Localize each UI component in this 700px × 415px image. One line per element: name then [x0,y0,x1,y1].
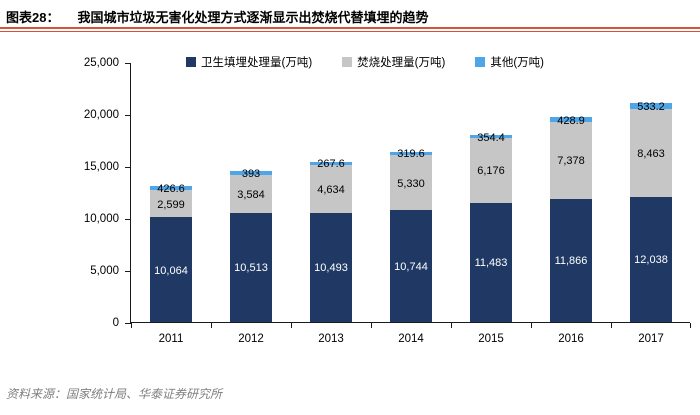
bar-segment-series0-2014 [390,210,432,322]
bar-value-label: 11,483 [474,257,508,270]
figure-header: 图表28： 我国城市垃圾无害化处理方式逐渐显示出焚烧代替填埋的趋势 [6,7,694,26]
bar-value-label: 267.6 [317,158,345,171]
x-axis-category-label: 2013 [318,333,344,345]
y-axis-tick-label: 20,000 [83,109,119,121]
x-axis-tick [211,323,212,328]
y-axis-tick [125,322,131,324]
bar-segment-series1-2014 [390,154,432,211]
bar-segment-series1-2016 [550,121,592,199]
figure-number-label: 图表28： [6,10,60,25]
bar-segment-series2-2014 [390,151,432,155]
x-axis-category-label: 2012 [238,333,264,345]
y-axis-tick-label: 0 [112,317,119,329]
bar-value-label: 319.6 [397,148,425,161]
bar-segment-series1-2017 [630,108,672,197]
bar-segment-series0-2012 [230,212,272,322]
bar-value-label: 8,463 [637,147,665,160]
bar-value-label: 10,744 [394,261,428,274]
x-axis-category-label: 2011 [158,333,184,345]
bar-segment-series2-2012 [230,171,272,176]
bar-value-label: 533.2 [637,101,665,114]
bar-value-label: 10,493 [314,262,348,275]
legend-label: 其他(万吨) [490,57,544,69]
bar-value-label: 10,064 [154,264,188,277]
x-axis-tick [131,323,132,328]
bar-value-label: 426.6 [157,183,185,196]
bar-segment-series0-2016 [550,198,592,322]
legend-item-1: 焚烧处理量(万吨) [342,54,445,70]
bar-segment-series0-2013 [310,212,352,322]
chart-legend: 卫生填埋处理量(万吨) 焚烧处理量(万吨) 其他(万吨) [115,54,615,70]
y-axis-tick [125,270,131,272]
bar-value-label: 12,038 [634,254,668,267]
bar-value-label: 6,176 [477,165,505,178]
y-axis-tick-label: 5,000 [90,265,119,277]
y-axis-tick [125,114,131,116]
bar-segment-series0-2011 [150,217,192,322]
x-axis-category-label: 2017 [638,333,664,345]
legend-item-0: 卫生填埋处理量(万吨) [185,54,313,70]
x-axis-category-label: 2016 [558,333,584,345]
x-axis-tick [531,323,532,328]
bar-segment-series2-2015 [470,134,512,139]
bar-segment-series2-2016 [550,117,592,122]
y-axis-tick [125,62,131,64]
x-axis-category-label: 2015 [478,333,504,345]
legend-label: 焚烧处理量(万吨) [357,57,446,69]
bar-segment-series0-2015 [470,202,512,322]
bar-segment-series2-2013 [310,161,352,165]
y-axis-tick-label: 10,000 [83,213,119,225]
x-axis-tick [451,323,452,328]
legend-label: 卫生填埋处理量(万吨) [200,57,313,69]
bar-value-label: 11,866 [554,255,588,268]
y-axis-tick-label: 15,000 [83,161,119,173]
bar-value-label: 2,599 [157,198,185,211]
legend-swatch-icon [342,57,353,67]
bar-segment-series1-2011 [150,190,192,218]
y-axis-tick [125,166,131,168]
bar-value-label: 5,330 [397,177,425,190]
x-axis-tick [611,323,612,328]
y-axis-tick [125,218,131,220]
bar-value-label: 3,584 [237,189,265,202]
x-axis-tick [690,323,691,328]
x-axis-tick [371,323,372,328]
bar-value-label: 428.9 [557,114,585,127]
bar-value-label: 393 [241,168,261,181]
bar-value-label: 354.4 [477,131,505,144]
legend-swatch-icon [475,57,486,67]
bar-segment-series0-2017 [630,196,672,322]
bar-segment-series2-2011 [150,185,192,191]
title-rule-thin [0,31,700,32]
bar-segment-series2-2017 [630,103,672,109]
title-rule-thick [0,27,700,29]
figure-title: 我国城市垃圾无害化处理方式逐渐显示出焚烧代替填埋的趋势 [77,10,429,25]
legend-item-2: 其他(万吨) [475,54,544,70]
bar-value-label: 7,378 [557,155,585,168]
source-note: 资料来源：国家统计局、华泰证券研究所 [6,387,223,401]
plot-area: 0 5,000 10,000 15,000 20,000 25,000 10,064 2,59… [84,57,691,345]
legend-swatch-icon [185,57,196,67]
bar-value-label: 4,634 [317,183,345,196]
x-axis-category-label: 2014 [398,333,424,345]
x-axis-tick [291,323,292,328]
bar-segment-series1-2013 [310,164,352,213]
bar-segment-series1-2015 [470,138,512,203]
y-axis-tick-label: 25,000 [83,57,119,69]
bar-segment-series1-2012 [230,175,272,213]
bar-value-label: 10,513 [234,262,268,275]
